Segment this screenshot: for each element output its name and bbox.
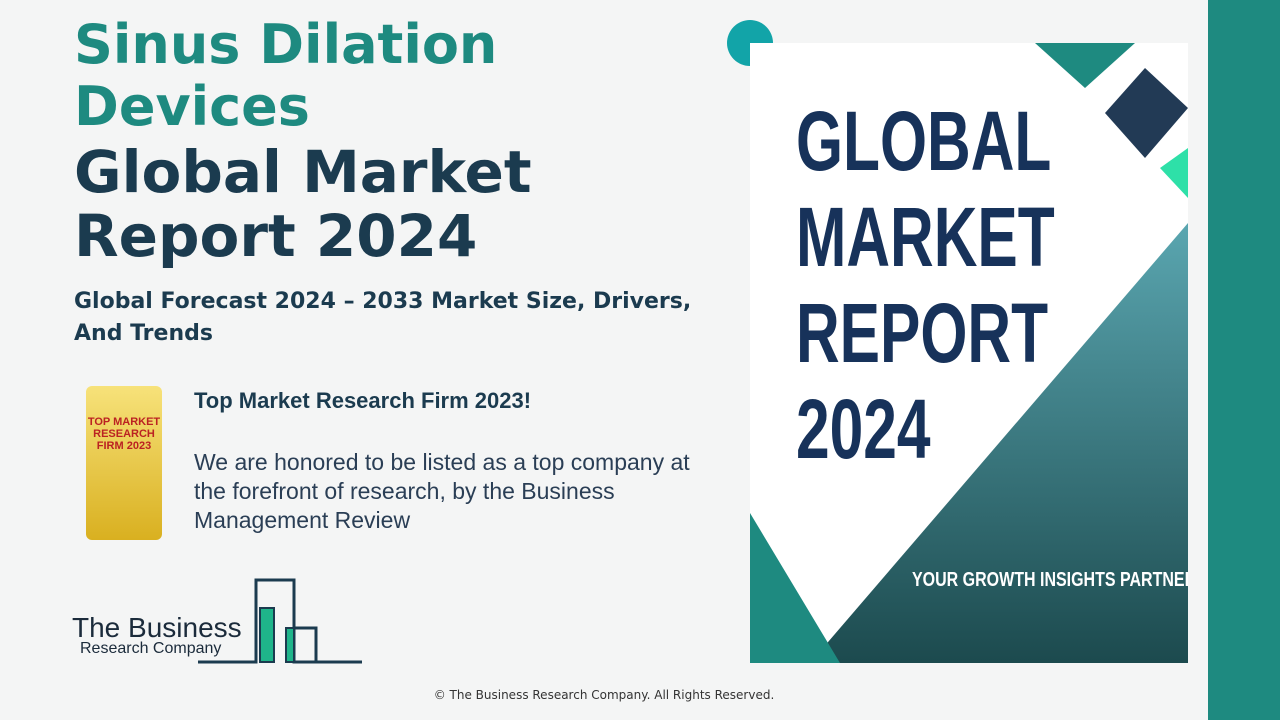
title-line2: Global Market Report 2024 xyxy=(74,138,532,270)
logo-name: The Business xyxy=(72,612,242,643)
award-heading: Top Market Research Firm 2023! xyxy=(194,388,532,413)
report-cover: GLOBAL MARKET REPORT 2024 YOUR GROWTH IN… xyxy=(750,43,1188,663)
award-text: We are honored to be listed as a top com… xyxy=(194,449,690,533)
copyright: © The Business Research Company. All Rig… xyxy=(433,688,775,702)
cover-art xyxy=(750,43,1188,663)
cover-tagline: YOUR GROWTH INSIGHTS PARTNER xyxy=(912,569,1188,591)
title-line1: Sinus Dilation Devices xyxy=(74,13,498,138)
logo-mark xyxy=(198,578,362,664)
subtitle: Global Forecast 2024 – 2033 Market Size,… xyxy=(74,289,692,346)
logo-sub: Research Company xyxy=(80,640,222,657)
award-badge: TOP MARKET RESEARCH FIRM 2023 xyxy=(86,386,162,540)
cover-title: GLOBAL MARKET REPORT 2024 xyxy=(796,94,1055,476)
side-bar xyxy=(1208,0,1280,720)
